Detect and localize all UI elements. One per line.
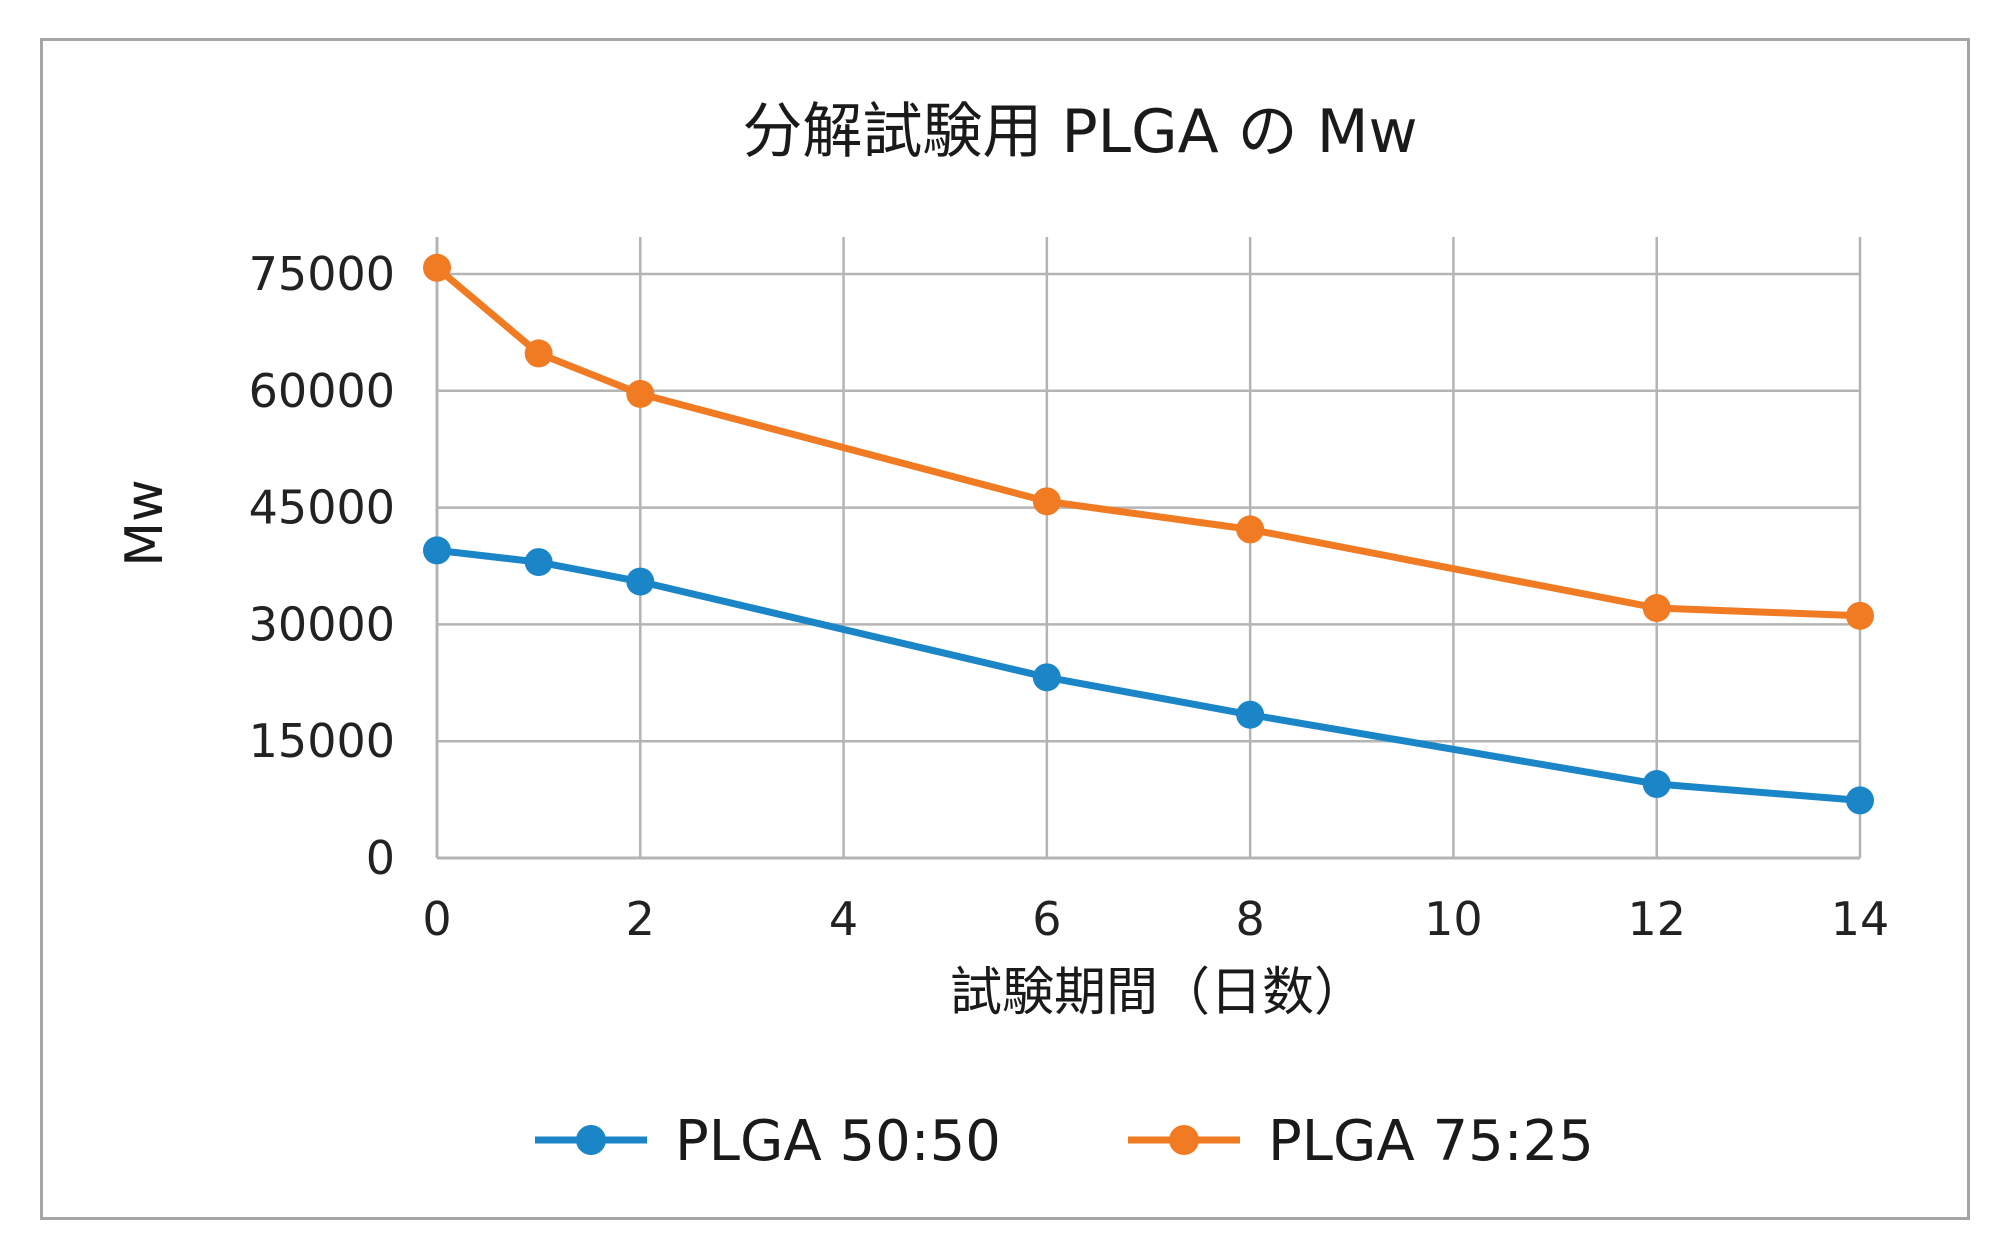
legend-item: PLGA 50:50: [535, 1109, 1001, 1174]
y-tick-label: 0: [366, 831, 395, 885]
y-tick-label: 30000: [249, 597, 395, 651]
legend-item: PLGA 75:25: [1128, 1109, 1594, 1174]
x-tick-label: 12: [1627, 892, 1686, 946]
legend-label: PLGA 50:50: [675, 1109, 1001, 1174]
data-point: [1846, 786, 1874, 815]
x-tick-label: 14: [1831, 892, 1890, 946]
legend-swatch-marker: [576, 1125, 606, 1155]
data-point: [524, 339, 553, 368]
data-point: [1642, 770, 1671, 799]
legend-swatch-marker: [1169, 1125, 1199, 1155]
x-tick-label: 0: [422, 892, 451, 946]
x-axis-label: 試験期間（日数）: [950, 963, 1366, 1023]
data-point: [626, 567, 655, 596]
data-point: [423, 253, 451, 282]
data-point: [626, 379, 655, 408]
x-tick-label: 8: [1236, 892, 1265, 946]
x-tick-label: 4: [829, 892, 858, 946]
data-point: [423, 536, 451, 565]
x-tick-label: 6: [1032, 892, 1061, 946]
data-point: [1642, 594, 1671, 623]
x-tick-label: 2: [626, 892, 655, 946]
data-point: [1032, 487, 1061, 516]
chart-frame: [40, 38, 1970, 1220]
tick-labels: 0 15000 30000 45000 60000 75000 0 2 4 6 8 10 12 14: [249, 247, 1890, 946]
legend: PLGA 50:50 PLGA 75:25: [535, 1109, 1594, 1174]
series-0: [423, 536, 1874, 815]
data-point: [1032, 663, 1061, 692]
series-line: [433, 264, 1864, 620]
x-tick-label: 10: [1424, 892, 1483, 946]
data-point: [1236, 700, 1265, 729]
y-tick-label: 60000: [249, 364, 395, 418]
chart-title: 分解試験用 PLGA の Mw: [742, 97, 1417, 167]
y-tick-label: 15000: [249, 714, 395, 768]
series: [423, 253, 1874, 815]
series-1: [423, 253, 1874, 630]
y-tick-label: 45000: [249, 481, 395, 535]
data-point: [524, 548, 553, 577]
data-point: [1846, 601, 1874, 630]
legend-label: PLGA 75:25: [1268, 1109, 1594, 1174]
y-axis-label: Mw: [115, 479, 175, 566]
y-tick-label: 75000: [249, 247, 395, 301]
grid: [437, 237, 1862, 858]
axes: [435, 237, 1860, 860]
data-point: [1236, 515, 1265, 544]
